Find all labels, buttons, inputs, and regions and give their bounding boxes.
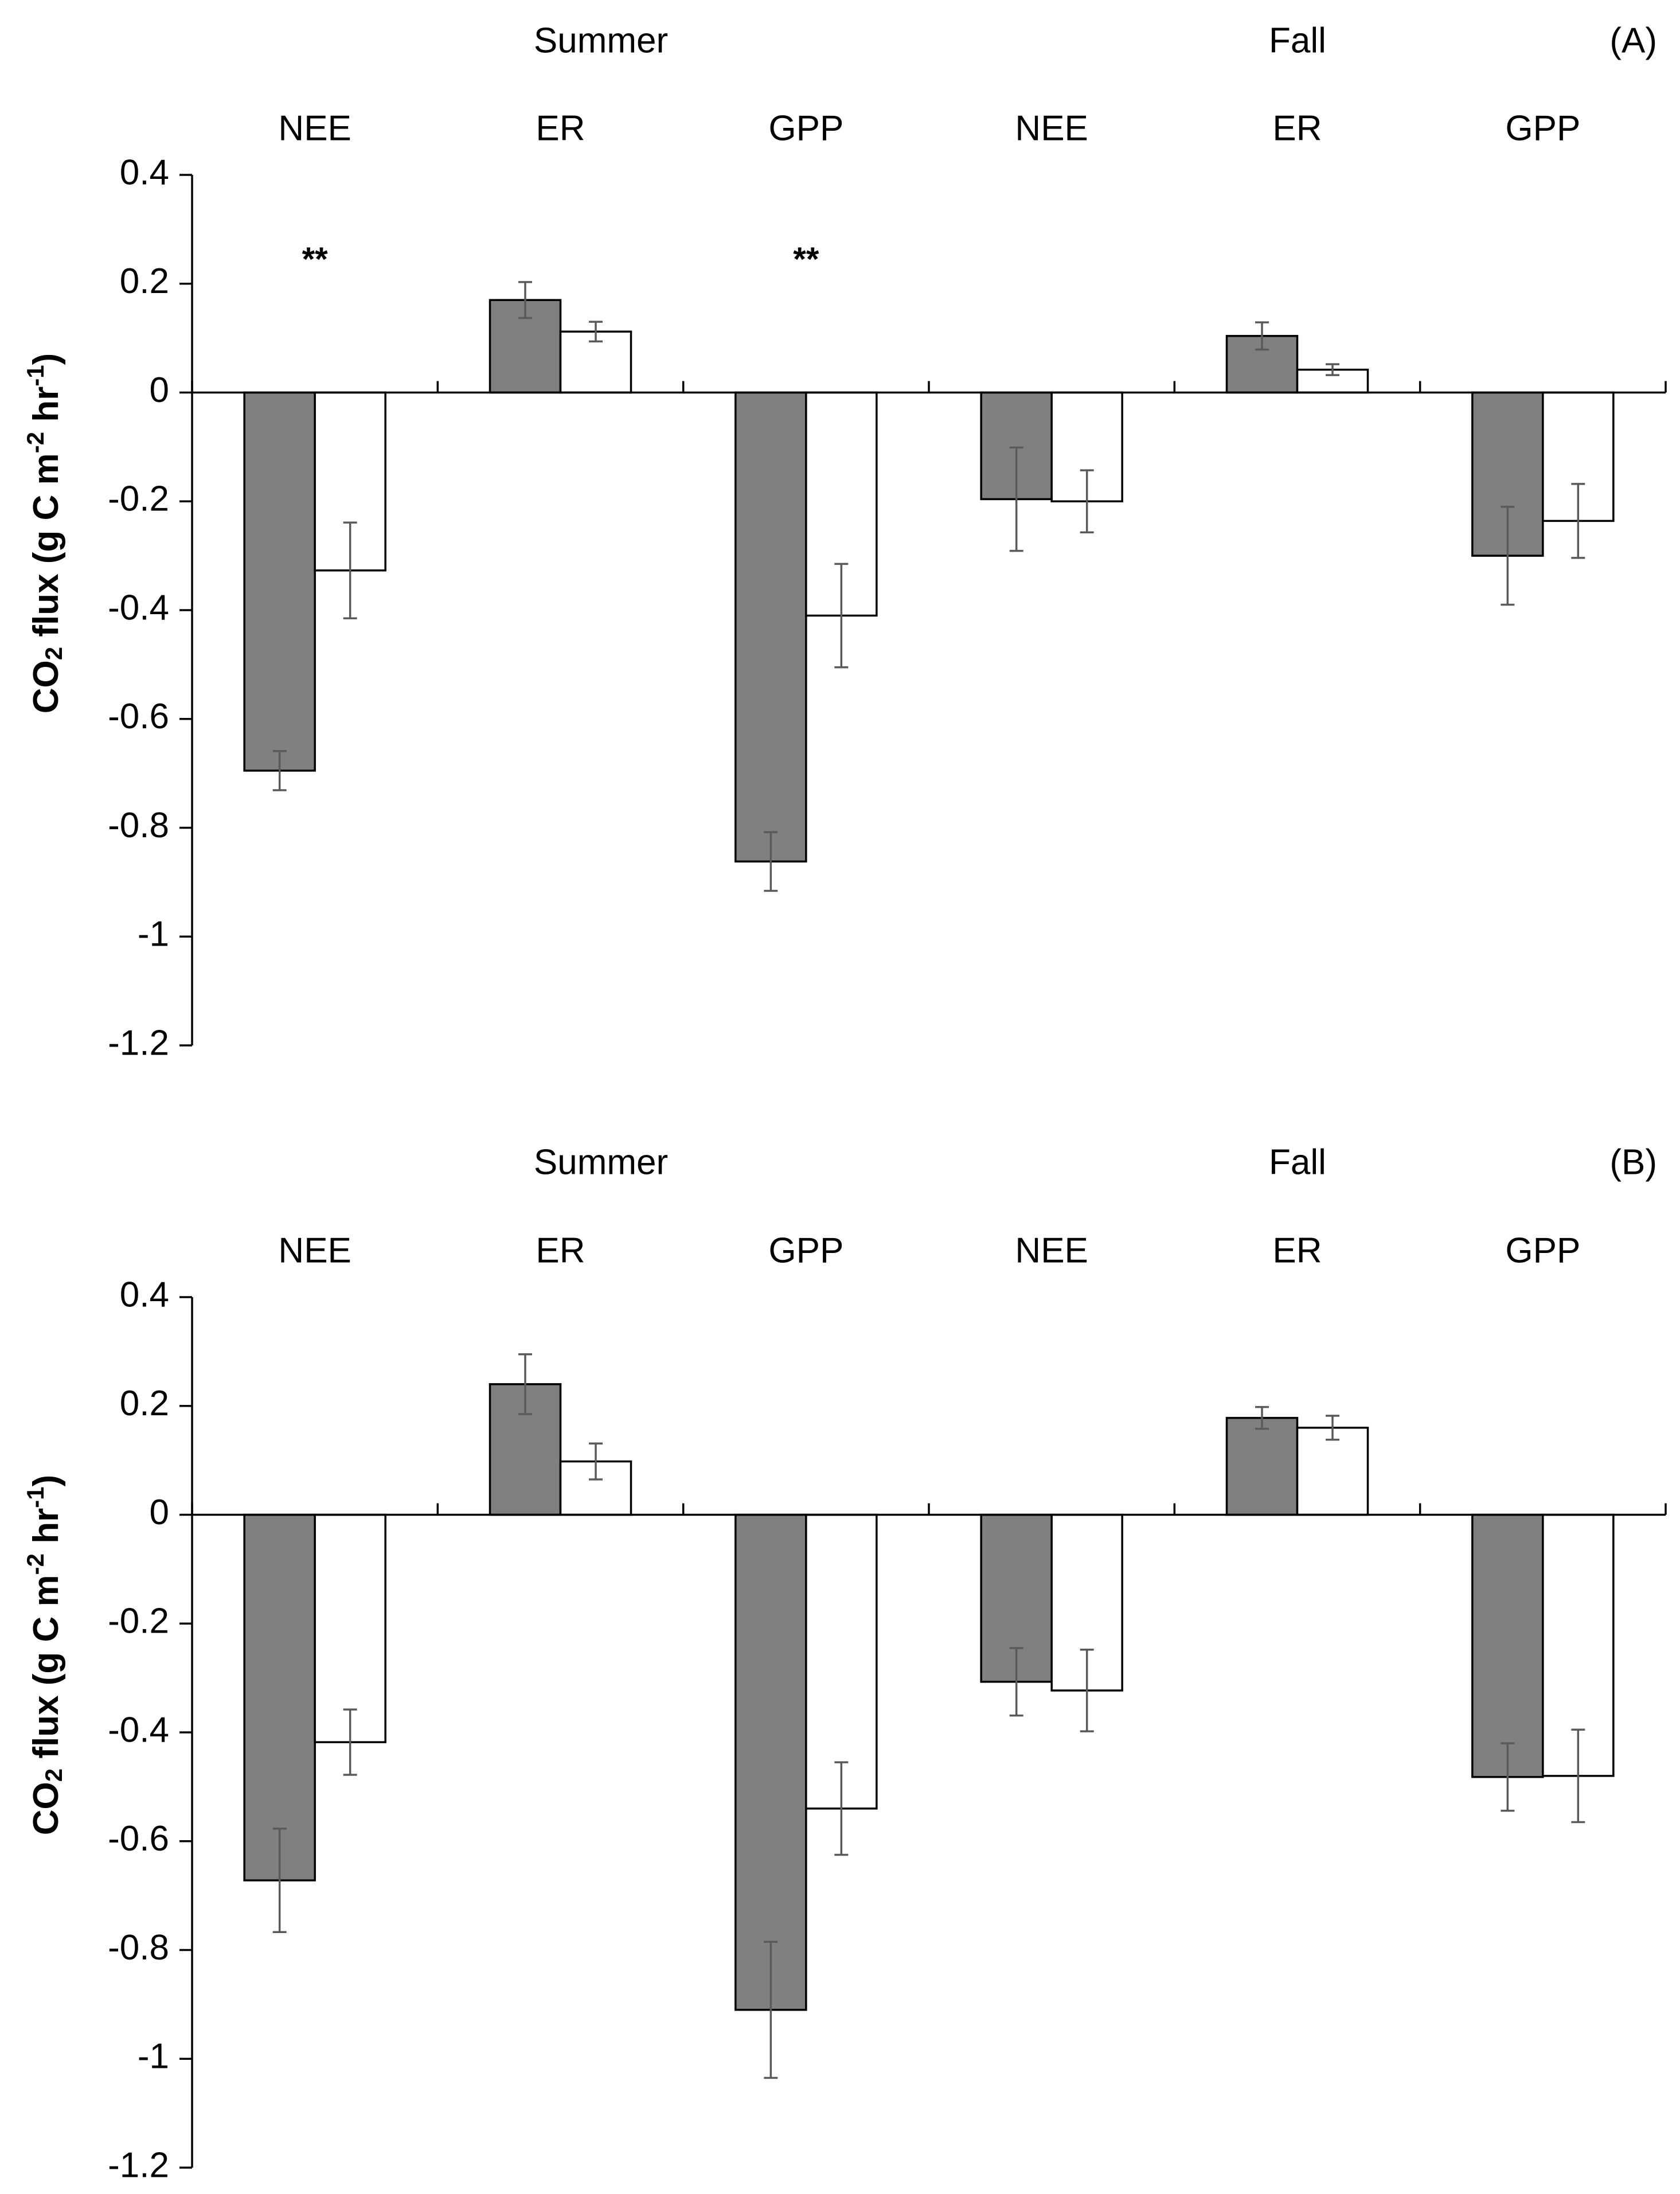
bar-series-1 — [1296, 368, 1369, 394]
y-tick-label: 0 — [150, 370, 169, 410]
y-axis-label: CO2 flux (g C m-2 hr-1) — [22, 1475, 67, 1836]
bar-series-0 — [1225, 1416, 1299, 1516]
category-label: ER — [536, 108, 585, 148]
y-axis-label-part: hr — [26, 1508, 66, 1553]
y-tick-label: -0.8 — [108, 806, 169, 845]
category-label: GPP — [1505, 1231, 1580, 1270]
season-label: Summer — [534, 1142, 668, 1182]
bar-series-0 — [1471, 1513, 1544, 1778]
y-tick-label: -1.2 — [108, 1023, 169, 1063]
y-axis-label: CO2 flux (g C m-2 hr-1) — [22, 353, 67, 714]
category-label: GPP — [768, 108, 843, 148]
y-tick-label: 0.4 — [120, 1275, 169, 1314]
bar-series-0 — [734, 1513, 807, 2011]
y-axis-label-part: ) — [26, 353, 66, 365]
y-axis-label-part: flux (g C m — [26, 453, 66, 647]
season-label: Summer — [534, 21, 668, 60]
panel-0: Summer Fall (A) NEE ER GPP NEE ER GPP 0.4 0.2 0 -0.2… — [22, 21, 1667, 1063]
y-tick-label: -0.8 — [108, 1928, 169, 1967]
bar-series-0 — [243, 391, 316, 772]
y-tick-label: -1 — [138, 915, 169, 954]
y-tick-label: -1.2 — [108, 2145, 169, 2185]
significance-marker: ** — [793, 241, 819, 278]
y-axis-label-part: -2 — [22, 432, 49, 453]
category-label: NEE — [1015, 1231, 1088, 1270]
bar-series-1 — [314, 1513, 386, 1743]
category-label: NEE — [278, 1231, 351, 1270]
category-label: ER — [1272, 1231, 1322, 1270]
category-label: ER — [536, 1231, 585, 1270]
category-label: ER — [1272, 108, 1322, 148]
significance-marker: ** — [302, 241, 329, 278]
y-axis-label-part: ) — [26, 1475, 66, 1487]
y-axis-label-part: flux (g C m — [26, 1575, 66, 1769]
y-tick-label: -0.6 — [108, 697, 169, 736]
category-label: GPP — [768, 1231, 843, 1270]
category-label: NEE — [1015, 108, 1088, 148]
y-tick-label: 0.2 — [120, 261, 169, 301]
y-tick-label: -0.6 — [108, 1819, 169, 1859]
y-tick-label: -1 — [138, 2037, 169, 2076]
season-label: Fall — [1269, 1142, 1326, 1182]
y-tick-label: 0.2 — [120, 1384, 169, 1423]
y-axis-label-part: -1 — [22, 365, 49, 386]
bar-series-0 — [243, 1513, 316, 1881]
y-axis-label-part: hr — [26, 387, 66, 432]
panel-1: Summer Fall (B) NEE ER GPP NEE ER GPP 0.4 0.2 0 -0.2… — [22, 1142, 1667, 2185]
y-axis-label-part: 2 — [40, 647, 67, 660]
season-label: Fall — [1269, 21, 1326, 60]
y-tick-label: 0.4 — [120, 153, 169, 192]
y-tick-label: -0.4 — [108, 588, 169, 627]
y-axis-label-part: CO — [26, 660, 66, 713]
y-axis-label-part: 2 — [40, 1769, 67, 1782]
y-tick-label: -0.4 — [108, 1710, 169, 1750]
y-tick-label: -0.2 — [108, 1602, 169, 1641]
category-label: NEE — [278, 108, 351, 148]
y-axis-label-part: -2 — [22, 1553, 49, 1575]
panel-label: (B) — [1609, 1142, 1657, 1182]
y-axis-label-part: CO — [26, 1782, 66, 1835]
category-label: GPP — [1505, 108, 1580, 148]
bar-series-1 — [1296, 1426, 1369, 1516]
bar-series-0 — [734, 391, 807, 863]
y-axis-label-part: -1 — [22, 1486, 49, 1508]
y-tick-label: 0 — [150, 1493, 169, 1532]
y-tick-label: -0.2 — [108, 479, 169, 519]
panel-label: (A) — [1609, 21, 1657, 60]
